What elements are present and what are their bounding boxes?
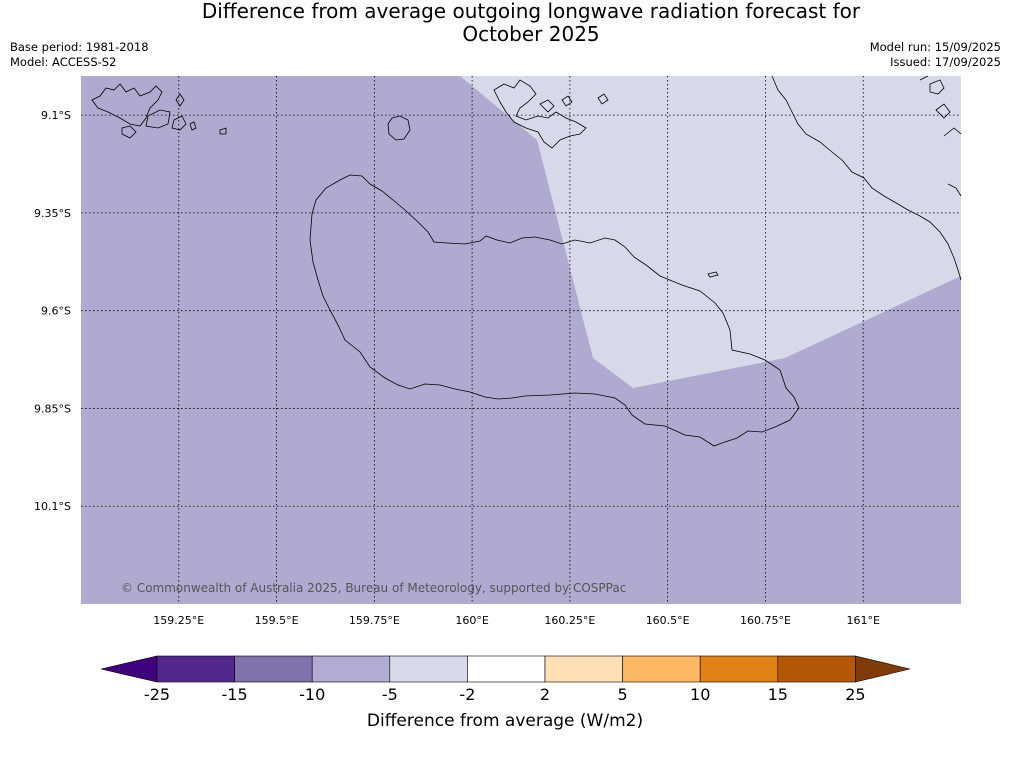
meta-left: Base period: 1981-2018 Model: ACCESS-S2 xyxy=(10,40,149,70)
colorbar-segment xyxy=(467,655,546,683)
coastline-florida-small-1 xyxy=(539,99,555,113)
lon-label: 160°E xyxy=(455,614,488,627)
coastline-malaita xyxy=(771,75,962,281)
latitude-labels: 9.1°S 9.35°S 9.6°S 9.85°S 10.1°S xyxy=(34,109,71,513)
coastline-islet-east xyxy=(707,271,719,278)
coastline-archipelago-west xyxy=(91,83,163,127)
colorbar-segment xyxy=(234,655,313,683)
lat-label: 9.1°S xyxy=(41,109,71,122)
colorbar-extend-low xyxy=(100,655,158,683)
colorbar xyxy=(100,655,911,683)
base-period: Base period: 1981-2018 xyxy=(10,40,149,54)
coastline-florida-islands xyxy=(493,79,587,149)
coastlines xyxy=(91,75,962,447)
title-line-1: Difference from average outgoing longwav… xyxy=(201,0,861,23)
colorbar-segment xyxy=(699,655,779,683)
lon-label: 160.75°E xyxy=(740,614,791,627)
model-name: Model: ACCESS-S2 xyxy=(10,55,117,69)
colorbar-label: Difference from average (W/m2) xyxy=(367,711,643,731)
colorbar-tick-label: 10 xyxy=(690,685,710,704)
colorbar-tick-label: 5 xyxy=(618,685,628,704)
lon-label: 159.75°E xyxy=(349,614,400,627)
colorbar-tick-label: -5 xyxy=(382,685,398,704)
colorbar-segment xyxy=(544,655,623,683)
coastline-island-w7 xyxy=(219,127,227,135)
lon-label: 159.25°E xyxy=(153,614,204,627)
map-title: Difference from average outgoing longwav… xyxy=(0,0,1011,46)
meta-right: Model run: 15/09/2025 Issued: 17/09/2025 xyxy=(870,40,1001,70)
colorbar-ticks: -25 -15 -10 -5 -2 2 5 10 15 25 xyxy=(144,685,866,704)
coastline-island-w3 xyxy=(145,109,171,129)
longitude-labels: 159.25°E 159.5°E 159.75°E 160°E 160.25°E 160.… xyxy=(153,614,880,627)
coastline-island-w2 xyxy=(121,125,137,139)
model-run: Model run: 15/09/2025 xyxy=(869,40,1001,54)
coastline-florida-small-3 xyxy=(597,93,609,105)
coastline-florida-small-2 xyxy=(561,95,573,107)
gridlines xyxy=(81,76,961,604)
colorbar-segment xyxy=(156,655,235,683)
lat-label: 9.85°S xyxy=(34,402,71,415)
lon-label: 160.25°E xyxy=(544,614,595,627)
colorbar-tick-label: 15 xyxy=(768,685,788,704)
coastline-main-island xyxy=(309,174,800,447)
colorbar-segment xyxy=(777,655,856,683)
coastline-round-island xyxy=(387,115,411,141)
lon-label: 160.5°E xyxy=(646,614,690,627)
colorbar-tick-label: 25 xyxy=(845,685,865,704)
coastline-island-w6 xyxy=(189,121,197,131)
colorbar-tick-label: -15 xyxy=(222,685,248,704)
lat-label: 9.6°S xyxy=(41,305,71,318)
lon-label: 159.5°E xyxy=(255,614,299,627)
colorbar-tick-label: -2 xyxy=(459,685,475,704)
colorbar-tick-label: -10 xyxy=(299,685,325,704)
lon-label: 161°E xyxy=(846,614,879,627)
colorbar-segment xyxy=(389,655,468,683)
colorbar-segment xyxy=(622,655,701,683)
lat-label: 9.35°S xyxy=(34,207,71,220)
anomaly-region-light xyxy=(460,76,961,388)
coastline-island-w4 xyxy=(171,115,187,131)
colorbar-tick-label: -25 xyxy=(144,685,170,704)
title-line-2: October 2025 xyxy=(462,22,600,46)
coastline-malaita-north xyxy=(919,75,962,197)
colorbar-segment xyxy=(311,655,391,683)
colorbar-tick-label: 2 xyxy=(540,685,550,704)
lat-label: 10.1°S xyxy=(34,500,71,513)
copyright-notice: © Commonwealth of Australia 2025, Bureau… xyxy=(121,581,626,595)
issued-date: Issued: 17/09/2025 xyxy=(890,55,1001,69)
colorbar-extend-high xyxy=(855,655,911,683)
